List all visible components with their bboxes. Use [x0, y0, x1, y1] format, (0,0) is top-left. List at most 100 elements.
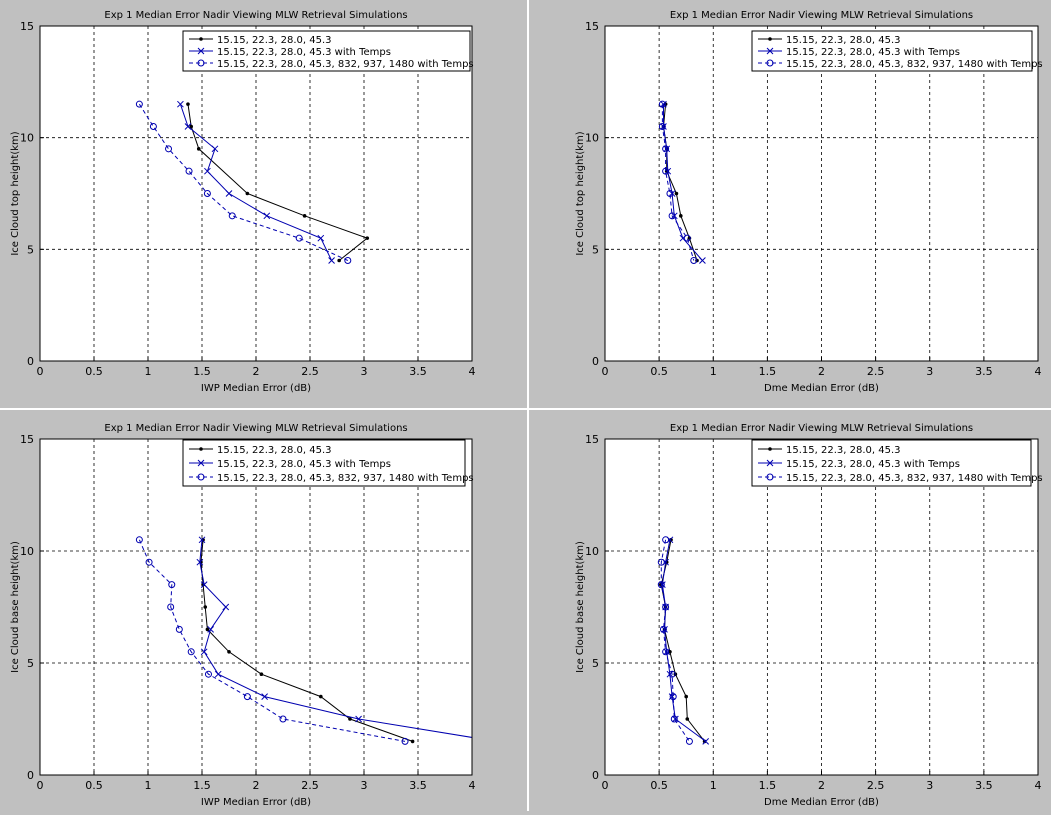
data-point-x: [661, 626, 668, 633]
legend-marker-circle: [197, 59, 205, 67]
y-tick-label: 5: [27, 243, 34, 256]
data-point-dot: [337, 258, 341, 263]
data-point-circle: [657, 558, 665, 566]
data-point-circle: [670, 715, 678, 723]
x-tick-label: 1: [145, 779, 152, 792]
data-point-dot: [227, 650, 231, 654]
series-line: [138, 539, 406, 742]
legend-marker-dot: [768, 37, 772, 41]
legend-marker-x: [766, 459, 774, 467]
data-point-circle: [401, 737, 409, 745]
legend-box: [182, 30, 471, 72]
chart-svg: Exp 1 Median Error Nadir Viewing MLW Ret…: [10, 423, 486, 808]
chart-svg: Exp 1 Median Error Nadir Viewing MLW Ret…: [10, 10, 476, 394]
data-point-x: [702, 738, 710, 745]
series-line: [661, 104, 695, 261]
data-point-dot: [302, 214, 307, 218]
data-point-dot: [319, 694, 323, 699]
data-point-circle: [662, 536, 670, 544]
x-tick-label: 2.5: [301, 779, 319, 792]
x-tick-label: 0.5: [650, 779, 668, 792]
data-point-dot: [685, 717, 690, 721]
data-point-x: [660, 123, 667, 130]
data-point-x: [200, 581, 208, 588]
data-point-circle: [344, 257, 352, 264]
data-point-circle: [669, 693, 677, 701]
y-tick-label: 5: [592, 243, 599, 256]
x-tick-label: 3: [361, 365, 368, 378]
x-tick-label: 0.5: [85, 779, 103, 792]
x-tick-label: 0.5: [85, 365, 103, 378]
y-tick-label: 0: [592, 355, 599, 368]
y-axis-label: Ice Cloud base height(km): [10, 541, 21, 673]
series-line: [663, 104, 703, 261]
data-point-x: [670, 212, 678, 220]
data-point-x: [207, 626, 214, 633]
legend-box: [182, 439, 466, 487]
chart-title: Exp 1 Median Error Nadir Viewing MLW Ret…: [670, 423, 973, 434]
chart-title: Exp 1 Median Error Nadir Viewing MLW Ret…: [104, 10, 407, 21]
data-point-circle: [167, 603, 175, 611]
data-point-x: [660, 100, 667, 108]
legend-label: 15.15, 22.3, 28.0, 45.3 with Temps: [217, 47, 391, 58]
data-point-x: [261, 693, 268, 700]
data-point-circle: [668, 212, 676, 220]
data-point-circle: [279, 715, 287, 723]
x-tick-label: 1.5: [759, 365, 777, 378]
data-point-circle: [204, 670, 212, 678]
x-tick-label: 4: [469, 779, 476, 792]
series-line: [199, 539, 472, 738]
chart-title: Exp 1 Median Error Nadir Viewing MLW Ret…: [670, 10, 973, 21]
legend-label: 15.15, 22.3, 28.0, 45.3 with Temps: [786, 47, 960, 58]
data-point-dot: [196, 147, 201, 151]
data-point-circle: [662, 145, 670, 153]
x-tick-label: 3: [926, 365, 933, 378]
data-point-dot: [678, 214, 683, 218]
x-tick-label: 2: [818, 779, 825, 792]
data-point-x: [328, 257, 335, 264]
data-point-circle: [175, 625, 183, 633]
x-axis-label: IWP Median Error (dB): [201, 383, 311, 394]
legend-box: [751, 439, 1032, 487]
y-tick-label: 0: [27, 355, 34, 368]
chart-panel-top-left: Exp 1 Median Error Nadir Viewing MLW Ret…: [0, 0, 526, 408]
x-tick-label: 2: [253, 779, 260, 792]
x-tick-label: 4: [1035, 365, 1042, 378]
chart-panel-bottom-left: Exp 1 Median Error Nadir Viewing MLW Ret…: [0, 411, 526, 811]
data-point-dot: [348, 717, 352, 721]
series-line: [138, 103, 349, 261]
x-tick-label: 3: [361, 779, 368, 792]
y-axis-label: Ice Cloud top height(km): [575, 131, 586, 255]
legend-label: 15.15, 22.3, 28.0, 45.3, 832, 937, 1480 …: [786, 473, 1043, 484]
data-point-dot: [259, 672, 264, 676]
data-point-x: [668, 693, 676, 700]
x-tick-label: 1: [710, 365, 717, 378]
data-point-x: [263, 212, 271, 220]
x-tick-label: 0: [37, 779, 44, 792]
data-point-circle: [662, 167, 670, 175]
data-point-circle: [295, 234, 303, 242]
x-tick-label: 2: [818, 365, 825, 378]
data-point-dot: [186, 102, 190, 106]
data-point-circle: [135, 536, 143, 544]
series-line: [660, 539, 690, 742]
x-axis-label: Dme Median Error (dB): [764, 383, 879, 394]
y-tick-label: 5: [592, 657, 599, 670]
x-tick-label: 0.5: [650, 365, 668, 378]
legend-label: 15.15, 22.3, 28.0, 45.3: [217, 445, 332, 456]
data-point-x: [214, 670, 222, 678]
x-tick-label: 3.5: [975, 365, 993, 378]
data-point-circle: [185, 167, 193, 175]
x-tick-label: 1.5: [193, 365, 211, 378]
x-tick-label: 2.5: [867, 365, 885, 378]
data-point-x: [480, 736, 486, 742]
data-point-x: [222, 603, 230, 611]
data-point-x: [204, 167, 211, 175]
data-point-circle: [165, 145, 173, 153]
data-point-circle: [659, 625, 667, 633]
x-tick-label: 4: [469, 365, 476, 378]
x-tick-label: 0: [602, 779, 609, 792]
data-point-x: [196, 558, 204, 566]
legend-marker-circle: [766, 473, 774, 481]
